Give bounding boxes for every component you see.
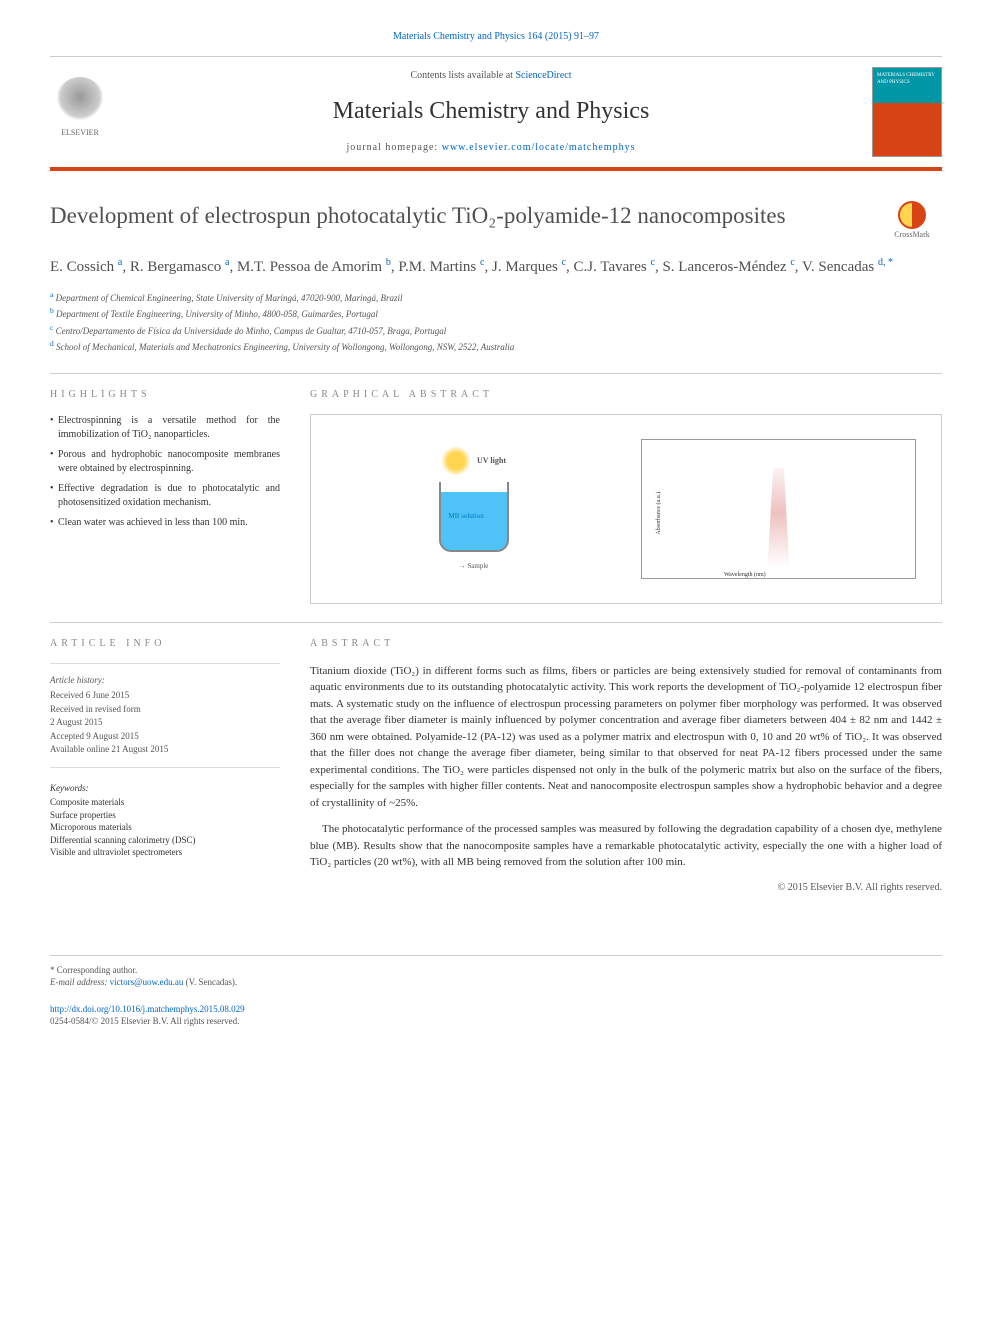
abstract-paragraph: The photocatalytic performance of the pr… [310, 821, 942, 871]
uv-light-label: UV light [477, 455, 506, 466]
journal-cover-thumbnail[interactable]: MATERIALS CHEMISTRY AND PHYSICS [872, 67, 942, 157]
highlight-item: Effective degradation is due to photocat… [50, 482, 280, 510]
contents-line: Contents lists available at ScienceDirec… [130, 69, 852, 83]
chart-ylabel: Absorbance (a.u.) [655, 491, 663, 534]
graphical-column: GRAPHICAL ABSTRACT UV light MB solution … [310, 388, 942, 604]
beaker-icon: MB solution [439, 482, 509, 552]
sciencedirect-link[interactable]: ScienceDirect [515, 70, 571, 81]
history-label: Article history: [50, 674, 280, 688]
absorbance-chart: Absorbance (a.u.) Wavelength (nm) [641, 439, 916, 579]
chart-peak-icon [724, 457, 833, 567]
abstract-copyright: © 2015 Elsevier B.V. All rights reserved… [310, 881, 942, 895]
abstract-paragraph: Titanium dioxide (TiO₂) in different for… [310, 663, 942, 812]
doi-link[interactable]: http://dx.doi.org/10.1016/j.matchemphys.… [50, 1004, 245, 1014]
abstract-text: Titanium dioxide (TiO₂) in different for… [310, 663, 942, 871]
article-history-block: Article history: Received 6 June 2015Rec… [50, 674, 280, 757]
top-citation[interactable]: Materials Chemistry and Physics 164 (201… [50, 30, 942, 44]
affiliation-line: c Centro/Departamento de Física da Unive… [50, 322, 942, 339]
crossmark-label: CrossMark [894, 229, 930, 240]
keywords-block: Keywords: Composite materialsSurface pro… [50, 782, 280, 860]
thin-divider [50, 663, 280, 664]
keywords-label: Keywords: [50, 782, 280, 795]
affiliations-list: a Department of Chemical Engineering, St… [50, 289, 942, 355]
keyword-item: Visible and ultraviolet spectrometers [50, 846, 280, 859]
highlight-item: Electrospinning is a versatile method fo… [50, 414, 280, 442]
mb-solution-label: MB solution [449, 512, 484, 522]
info-abstract-row: ARTICLE INFO Article history: Received 6… [50, 637, 942, 895]
elsevier-logo[interactable]: ELSEVIER [50, 77, 110, 147]
ga-experiment-diagram: UV light MB solution → Sample [336, 446, 611, 572]
affiliation-line: d School of Mechanical, Materials and Me… [50, 338, 942, 355]
page-footer: * Corresponding author. E-mail address: … [50, 955, 942, 1028]
section-divider [50, 622, 942, 623]
homepage-line: journal homepage: www.elsevier.com/locat… [130, 141, 852, 155]
homepage-prefix: journal homepage: [347, 142, 442, 153]
sun-icon [441, 446, 471, 476]
section-divider [50, 373, 942, 374]
contents-prefix: Contents lists available at [410, 70, 515, 81]
homepage-link[interactable]: www.elsevier.com/locate/matchemphys [442, 142, 636, 153]
highlights-column: HIGHLIGHTS Electrospinning is a versatil… [50, 388, 280, 604]
title-row: Development of electrospun photocatalyti… [50, 201, 942, 241]
authors-list: E. Cossich a, R. Bergamasco a, M.T. Pess… [50, 255, 942, 279]
keyword-item: Microporous materials [50, 821, 280, 834]
highlight-item: Porous and hydrophobic nanocomposite mem… [50, 448, 280, 476]
header-center: Contents lists available at ScienceDirec… [130, 69, 852, 155]
sample-label: → Sample [459, 562, 489, 572]
email-line: E-mail address: victors@uow.edu.au (V. S… [50, 976, 942, 989]
abstract-heading: ABSTRACT [310, 637, 942, 651]
journal-header: ELSEVIER Contents lists available at Sci… [50, 56, 942, 171]
keyword-item: Surface properties [50, 809, 280, 822]
crossmark-icon [898, 201, 926, 229]
highlight-item: Clean water was achieved in less than 10… [50, 516, 280, 530]
keyword-item: Composite materials [50, 796, 280, 809]
history-line: Received 6 June 2015 [50, 689, 280, 703]
history-line: Received in revised form [50, 703, 280, 717]
history-line: Available online 21 August 2015 [50, 743, 280, 757]
elsevier-tree-icon [55, 77, 105, 127]
graphical-heading: GRAPHICAL ABSTRACT [310, 388, 942, 402]
keyword-item: Differential scanning calorimetry (DSC) [50, 834, 280, 847]
graphical-abstract-figure: UV light MB solution → Sample Absorbance… [310, 414, 942, 604]
email-suffix: (V. Sencadas). [183, 977, 237, 987]
abstract-column: ABSTRACT Titanium dioxide (TiO₂) in diff… [310, 637, 942, 895]
highlights-heading: HIGHLIGHTS [50, 388, 280, 402]
article-info-column: ARTICLE INFO Article history: Received 6… [50, 637, 280, 895]
article-info-heading: ARTICLE INFO [50, 637, 280, 651]
chart-xlabel: Wavelength (nm) [724, 571, 766, 579]
cover-text: MATERIALS CHEMISTRY AND PHYSICS [877, 73, 935, 85]
elsevier-label: ELSEVIER [61, 127, 99, 138]
doi-block: http://dx.doi.org/10.1016/j.matchemphys.… [50, 1003, 942, 1028]
affiliation-line: b Department of Textile Engineering, Uni… [50, 305, 942, 322]
highlights-graphical-row: HIGHLIGHTS Electrospinning is a versatil… [50, 388, 942, 604]
article-title: Development of electrospun photocatalyti… [50, 201, 862, 231]
crossmark-badge[interactable]: CrossMark [882, 201, 942, 241]
highlights-list: Electrospinning is a versatile method fo… [50, 414, 280, 530]
issn-line: 0254-0584/© 2015 Elsevier B.V. All right… [50, 1016, 239, 1026]
email-label: E-mail address: [50, 977, 110, 987]
history-line: 2 August 2015 [50, 716, 280, 730]
thin-divider [50, 767, 280, 768]
journal-name: Materials Chemistry and Physics [130, 95, 852, 129]
history-line: Accepted 9 August 2015 [50, 730, 280, 744]
corresponding-author: * Corresponding author. [50, 964, 942, 977]
affiliation-line: a Department of Chemical Engineering, St… [50, 289, 942, 306]
email-link[interactable]: victors@uow.edu.au [110, 977, 184, 987]
